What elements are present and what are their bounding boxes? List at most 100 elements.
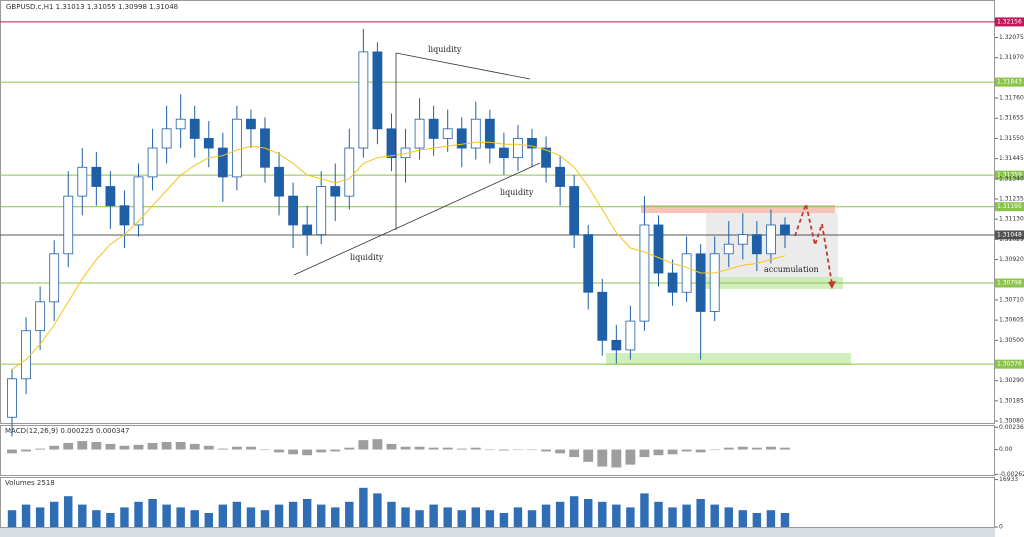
- candle-body: [513, 138, 523, 159]
- macd-bar: [105, 443, 116, 450]
- volume-bar: [696, 499, 705, 527]
- y-tick-label: 0.002364: [999, 424, 1024, 431]
- macd-bar: [203, 445, 214, 450]
- volume-bar: [654, 501, 663, 527]
- level-label: 1.31843: [997, 79, 1022, 86]
- macd-bar: [484, 449, 495, 451]
- volume-bar: [134, 501, 143, 527]
- volume-bar: [541, 504, 551, 527]
- volume-bar: [274, 504, 284, 527]
- macd-bar: [583, 449, 594, 462]
- candle-body: [49, 253, 60, 303]
- candle-body: [133, 176, 144, 226]
- annotation: accumulation: [764, 265, 819, 274]
- chart-title: GBPUSD.c,H1 1.31013 1.31055 1.30998 1.31…: [6, 3, 178, 11]
- candle-body: [7, 378, 17, 418]
- macd-bar: [414, 446, 425, 450]
- volume-bar: [471, 507, 481, 527]
- macd-bar: [780, 447, 790, 450]
- y-tick-label: 1.31550: [999, 135, 1024, 142]
- candle-body: [217, 147, 228, 178]
- macd-bar: [498, 449, 509, 451]
- candle-body: [77, 166, 88, 197]
- candle-body: [119, 205, 130, 226]
- candle-body: [358, 51, 369, 149]
- volume-bar: [288, 501, 298, 527]
- volume-bar: [485, 510, 495, 527]
- volume-bar: [106, 513, 115, 527]
- macd-bar: [456, 448, 467, 450]
- candle-body: [35, 301, 46, 332]
- volume-bar: [724, 507, 733, 527]
- candle-body: [653, 224, 664, 274]
- level-label-box: [995, 278, 1024, 288]
- volume-bar: [682, 504, 691, 527]
- volume-bar: [569, 496, 579, 527]
- trend-line: [395, 52, 531, 80]
- macd-bar: [442, 447, 453, 450]
- macd-bar: [541, 449, 551, 452]
- volume-bar: [92, 510, 101, 527]
- macd-label: MACD(12,26,9) 0.000225 0.000347: [5, 427, 129, 435]
- candle-body: [484, 118, 495, 149]
- volume-bar: [668, 507, 677, 527]
- volume-bar: [640, 493, 649, 527]
- candle-body: [583, 234, 594, 293]
- macd-bar: [302, 449, 313, 456]
- y-tick-label: 1.30500: [999, 337, 1024, 344]
- macd-bar: [35, 448, 46, 450]
- volume-bar: [752, 513, 762, 527]
- candle-body: [288, 195, 298, 226]
- volume-bar: [345, 501, 354, 527]
- candle-body: [597, 291, 608, 341]
- macd-bar: [597, 449, 608, 467]
- candle-body: [330, 186, 341, 197]
- macd-bar: [695, 449, 706, 453]
- volume-bar: [35, 507, 45, 527]
- candle-body: [302, 224, 313, 235]
- level-label: 1.31195: [997, 203, 1022, 210]
- macd-bar: [246, 446, 256, 450]
- macd-bar: [527, 449, 537, 451]
- annotation: liquidity: [350, 253, 384, 262]
- macd-bar: [288, 449, 299, 455]
- candle-body: [274, 166, 284, 197]
- candle-body: [21, 330, 31, 380]
- annotation: liquidity: [428, 45, 462, 54]
- macd-bar: [344, 447, 355, 450]
- macd-bar: [358, 440, 369, 450]
- volume-bar: [429, 504, 438, 527]
- moving-average: [11, 141, 786, 370]
- macd-bar: [189, 443, 200, 450]
- candle-body: [625, 320, 636, 351]
- macd-bar: [513, 449, 523, 451]
- y-tick-label: 1.30710: [999, 296, 1024, 303]
- candle-body: [344, 147, 355, 197]
- candle-body: [105, 186, 116, 207]
- y-tick-label: 1.30080: [999, 418, 1024, 425]
- candle-body: [161, 128, 172, 149]
- level-label-box: [995, 77, 1024, 87]
- macd-bar: [316, 449, 327, 453]
- candle-body: [246, 118, 256, 130]
- y-tick-label: 16933: [999, 476, 1018, 483]
- volume-bar: [513, 507, 523, 527]
- volume-bar: [527, 510, 537, 527]
- macd-bar: [639, 449, 650, 458]
- volume-bar: [246, 507, 256, 527]
- candle-body: [316, 186, 327, 235]
- volume-bar: [555, 501, 565, 527]
- y-tick-label: 1.31655: [999, 115, 1024, 122]
- macd-bar: [723, 447, 734, 450]
- volume-bar: [302, 499, 312, 527]
- volume-bar: [218, 504, 228, 527]
- macd-pane: [0, 425, 995, 476]
- volume-bar: [443, 507, 452, 527]
- macd-bar: [161, 442, 172, 450]
- candle-body: [639, 224, 650, 322]
- candle-body: [541, 147, 551, 168]
- candle-body: [695, 253, 706, 312]
- time-axis: [0, 528, 995, 537]
- volume-bar: [204, 513, 213, 527]
